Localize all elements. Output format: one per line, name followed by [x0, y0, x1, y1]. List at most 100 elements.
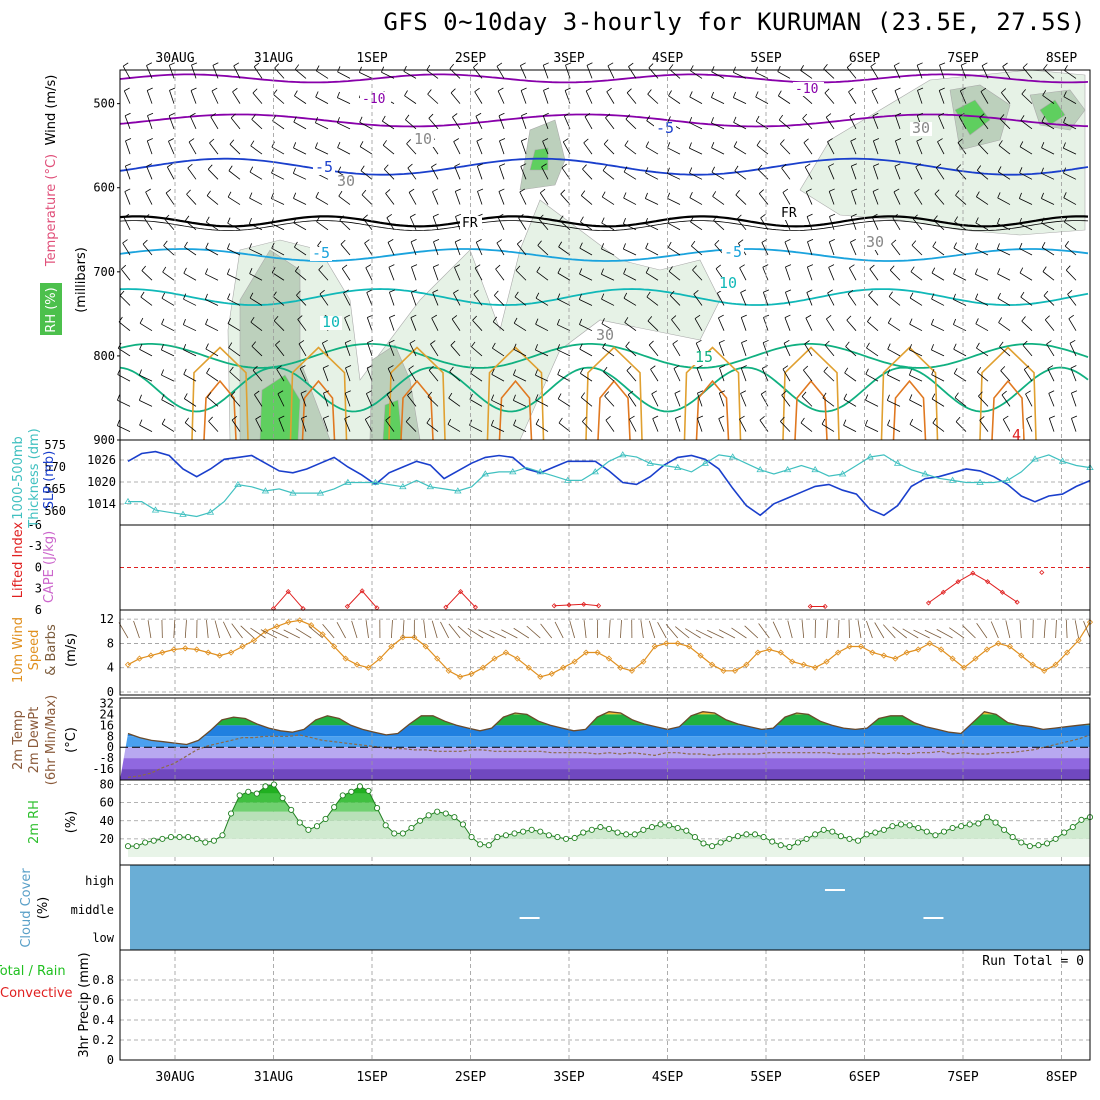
- wind-barb-flag: [955, 416, 961, 422]
- wind-barb: [366, 292, 373, 306]
- wind-barb-flag: [1062, 142, 1066, 149]
- wind-barb-flag: [557, 293, 561, 300]
- wind-barb-flag: [958, 113, 965, 117]
- wind-barb: [845, 346, 857, 357]
- wind-barb: [337, 122, 351, 130]
- rh-marker: [477, 841, 484, 848]
- wind-barb: [895, 115, 901, 129]
- wind-barb: [777, 71, 791, 79]
- millibars-axis-label: (millibars): [74, 247, 89, 313]
- wind-barb-flag: [953, 368, 958, 374]
- wind-barb: [366, 367, 373, 382]
- temp-line: [127, 710, 1091, 746]
- isotherm-warm-loop: [388, 346, 446, 441]
- rh-marker: [571, 834, 578, 842]
- wind-barb: [520, 140, 527, 155]
- rh-marker: [837, 833, 844, 840]
- contour-label: 10: [322, 313, 340, 331]
- wind-barb: [741, 342, 747, 357]
- wind-speed-marker: [789, 658, 796, 665]
- wind-barb-flag: [339, 215, 344, 221]
- surface-wind-barb: [513, 627, 530, 639]
- wind-barb: [471, 346, 483, 357]
- wind-barb: [117, 425, 131, 432]
- wind-barb-flag: [475, 112, 482, 117]
- wind-barb: [650, 369, 659, 382]
- temp-tick-label: 8: [107, 729, 114, 743]
- wind-barb-flag: [691, 240, 696, 247]
- contour-label: -10: [362, 92, 385, 107]
- wind-barb-flag: [580, 392, 586, 398]
- wind-barb-flag: [140, 291, 145, 298]
- wind-speed-marker: [445, 667, 452, 674]
- wind-barb: [911, 244, 923, 256]
- wind-barb: [319, 293, 329, 306]
- wind-barb: [975, 222, 989, 231]
- wind-barb: [386, 217, 395, 230]
- wind-barb-flag: [1043, 64, 1048, 70]
- wind-barb-flag: [557, 344, 561, 350]
- axis-labels: Wind (m/s)Temperature (°C)RH (%) (milliba…: [0, 75, 92, 1058]
- wind-barb-flag: [385, 416, 391, 421]
- wind-barb: [740, 292, 747, 306]
- thickness-marker: [756, 465, 764, 473]
- wind-barb-flag: [404, 90, 408, 96]
- cape-axis-label: CAPE (J/kg): [42, 531, 57, 603]
- wind-barb: [139, 322, 153, 332]
- wind-barb: [625, 118, 637, 130]
- rh-marker: [683, 827, 690, 834]
- wind-barb-flag: [891, 239, 897, 245]
- precip-total-label: Total / Rain: [0, 964, 66, 979]
- wind-barb: [388, 267, 395, 281]
- wind-barb: [207, 169, 219, 180]
- wind-barb-flag: [647, 316, 653, 322]
- wind-barb: [562, 141, 571, 155]
- wind-speed-marker: [972, 655, 979, 662]
- thickness-marker: [206, 508, 215, 515]
- wind-barb: [449, 371, 461, 382]
- wind-speed-marker: [147, 652, 154, 659]
- rh-marker: [760, 834, 767, 841]
- isotherm-warm-loop: [782, 346, 840, 441]
- wind-barb-flag: [122, 62, 129, 67]
- wind-barb-flag: [866, 342, 870, 349]
- wind-barb-flag: [499, 163, 506, 167]
- wind-barb: [410, 292, 417, 306]
- wind-barb: [122, 242, 131, 256]
- wind-barb: [163, 245, 175, 256]
- wind-barb: [843, 424, 857, 432]
- wind-barb-flag: [667, 241, 672, 248]
- wind-barb: [740, 367, 747, 382]
- wind-barb: [781, 394, 791, 407]
- wind-barb-flag: [121, 264, 127, 270]
- wind-barb-flag: [1020, 291, 1025, 298]
- wind-barb-flag: [626, 366, 632, 371]
- wind-barb-flag: [517, 239, 522, 245]
- wind-barb: [233, 65, 241, 79]
- wind-barb-flag: [249, 192, 253, 199]
- wind-barb: [1043, 68, 1055, 79]
- thickness-marker: [838, 470, 847, 477]
- contour-label: FR: [462, 216, 478, 231]
- wind-barb-flag: [496, 239, 503, 244]
- wind-barb: [513, 399, 527, 407]
- wind-barb: [161, 399, 175, 407]
- wind-speed-marker: [983, 646, 990, 653]
- wind-barb: [448, 397, 461, 407]
- wind-barb: [473, 293, 483, 306]
- wind-barb-flag: [601, 191, 606, 198]
- wind-barb-flag: [740, 289, 747, 293]
- wind-barb: [475, 242, 483, 256]
- wind-barb-flag: [604, 391, 610, 397]
- wind-barb: [168, 141, 175, 155]
- wind-barb-flag: [602, 342, 606, 349]
- wind-barb: [895, 140, 901, 155]
- wind-barb: [299, 368, 307, 382]
- rh-marker: [1018, 839, 1025, 846]
- wind-barb: [713, 220, 725, 231]
- wind-barb-flag: [850, 213, 857, 218]
- wind-barb-flag: [735, 190, 740, 196]
- wind-barb-flag: [314, 142, 318, 149]
- surface-wind-barb: [1074, 620, 1079, 639]
- wind-barb: [997, 223, 1011, 231]
